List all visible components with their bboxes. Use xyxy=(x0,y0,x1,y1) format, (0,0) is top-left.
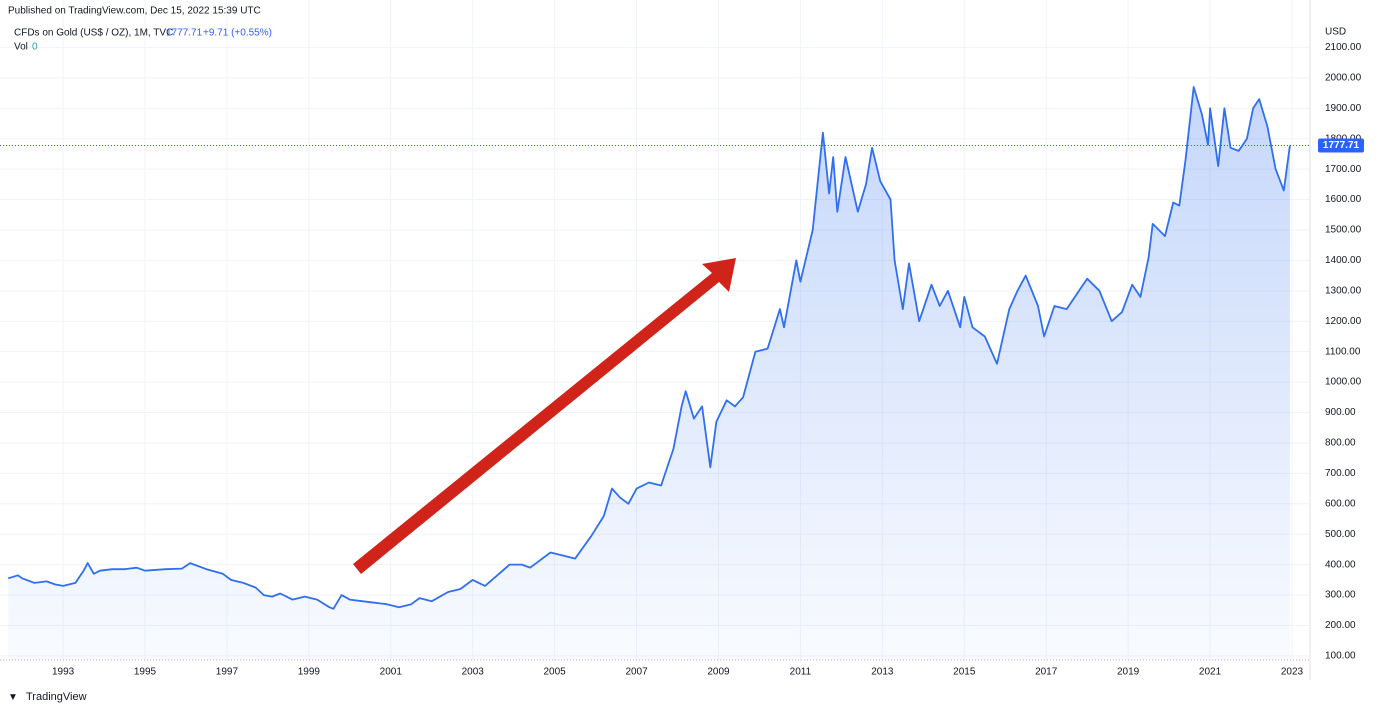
x-tick-label: 2011 xyxy=(790,667,812,678)
y-tick-label: 1500.00 xyxy=(1325,225,1362,236)
y-tick-label: 1600.00 xyxy=(1325,194,1362,205)
logo-mark: ▼ xyxy=(8,692,18,703)
y-tick-label: 100.00 xyxy=(1325,651,1356,662)
y-tick-label: 1700.00 xyxy=(1325,164,1362,175)
x-tick-label: 2001 xyxy=(380,667,403,678)
y-tick-label: 1000.00 xyxy=(1325,377,1362,388)
y-tick-label: 1900.00 xyxy=(1325,103,1362,114)
volume-label: Vol xyxy=(14,42,28,53)
currency: USD xyxy=(1325,27,1346,38)
y-tick-label: 900.00 xyxy=(1325,407,1356,418)
y-tick-label: 200.00 xyxy=(1325,620,1356,631)
x-tick-label: 2019 xyxy=(1117,667,1140,678)
last-price: 1777.71 xyxy=(166,28,203,39)
x-tick-label: 2003 xyxy=(462,667,485,678)
logo: ▼ xyxy=(8,692,18,703)
x-tick-label: 2021 xyxy=(1199,667,1222,678)
x-tick-label: 2013 xyxy=(871,667,894,678)
x-tick-label: 2007 xyxy=(625,667,648,678)
y-tick-label: 1100.00 xyxy=(1325,346,1361,357)
x-tick-label: 1993 xyxy=(52,667,75,678)
area-fill xyxy=(8,87,1290,660)
footer: TradingView xyxy=(26,691,87,703)
y-tick-label: 500.00 xyxy=(1325,529,1356,540)
y-tick-label: 2000.00 xyxy=(1325,72,1362,83)
published: Published on TradingView.com, Dec 15, 20… xyxy=(8,6,261,17)
x-tick-label: 2017 xyxy=(1035,667,1058,678)
last-price-badge-label: 1777.71 xyxy=(1323,140,1360,151)
grid xyxy=(0,0,1310,662)
y-tick-label: 800.00 xyxy=(1325,438,1356,449)
x-tick-label: 2009 xyxy=(707,667,730,678)
price-change: +9.71 (+0.55%) xyxy=(203,28,272,39)
y-tick-label: 400.00 xyxy=(1325,559,1356,570)
y-tick-label: 600.00 xyxy=(1325,498,1356,509)
symbol-title: CFDs on Gold (US$ / OZ), 1M, TVC xyxy=(14,28,173,39)
volume-value: 0 xyxy=(32,42,38,53)
x-tick-label: 2023 xyxy=(1281,667,1304,678)
x-tick-label: 2005 xyxy=(544,667,567,678)
y-tick-label: 700.00 xyxy=(1325,468,1356,479)
y-tick-label: 1300.00 xyxy=(1325,285,1362,296)
last-price-badge xyxy=(1318,138,1364,153)
x-tick-label: 2015 xyxy=(953,667,976,678)
y-tick-label: 1200.00 xyxy=(1325,316,1362,327)
x-tick-label: 1997 xyxy=(216,667,239,678)
price-line xyxy=(7,86,1291,610)
x-tick-label: 1999 xyxy=(298,667,321,678)
y-tick-label: 300.00 xyxy=(1325,590,1356,601)
y-tick-label: 2100.00 xyxy=(1325,42,1362,53)
y-tick-label: 1400.00 xyxy=(1325,255,1362,266)
plot xyxy=(7,86,1291,660)
x-tick-label: 1995 xyxy=(134,667,157,678)
annotation-arrow xyxy=(353,258,736,574)
